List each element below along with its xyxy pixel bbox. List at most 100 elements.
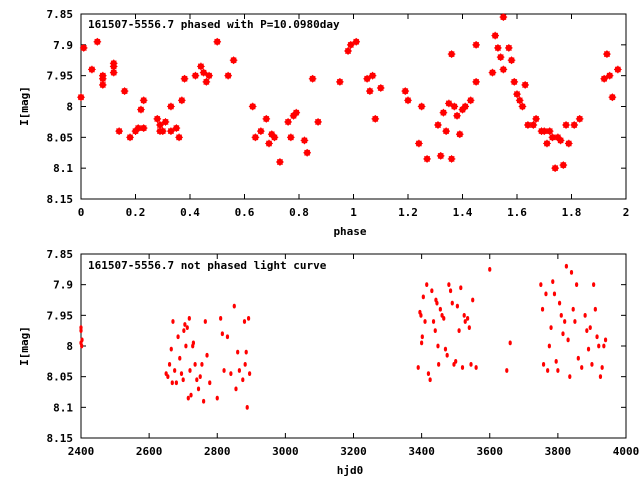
bottom-data-point: [508, 340, 512, 346]
bottom-data-point: [598, 374, 603, 380]
top-x-tick-label: 1.4: [453, 206, 473, 219]
bottom-data-point: [580, 365, 584, 370]
top-data-point: [423, 155, 431, 163]
bottom-x-tick-label: 3200: [340, 445, 367, 458]
bottom-ticks: 2400 2600 2800 3000 3200 3400 3600 3800 4000 7.85…: [47, 248, 640, 458]
bottom-data-point: [191, 340, 196, 346]
top-data-point: [450, 102, 459, 111]
bottom-data-point: [569, 270, 574, 275]
bottom-x-tick-label: 2600: [136, 445, 163, 458]
bottom-data-point: [539, 282, 543, 288]
bottom-data-point: [220, 331, 224, 337]
top-data-point: [532, 115, 540, 123]
bottom-data-point: [602, 343, 606, 349]
bottom-data-point: [566, 337, 570, 343]
top-data-point: [363, 74, 371, 83]
bottom-data-point: [552, 291, 557, 297]
top-data-point: [545, 127, 554, 135]
bottom-data-point: [193, 362, 197, 367]
top-data-point: [491, 31, 499, 40]
top-data-point: [496, 53, 505, 61]
bottom-data-point: [246, 316, 251, 321]
bottom-data-point: [447, 282, 451, 288]
bottom-y-tick-label: 8.1: [53, 401, 73, 414]
bottom-data-point: [488, 266, 492, 272]
top-data-point: [191, 71, 200, 80]
bottom-data-point: [455, 303, 460, 309]
top-data-point: [559, 161, 568, 169]
top-data-point: [368, 71, 377, 80]
top-data-point: [436, 152, 445, 160]
bottom-data-point: [225, 334, 230, 340]
bottom-x-tick-label: 3400: [408, 445, 435, 458]
top-data-point: [445, 99, 453, 108]
bottom-data-point: [173, 368, 177, 373]
top-data-point: [292, 108, 301, 117]
bottom-data-point: [557, 300, 562, 306]
bottom-data-point: [200, 362, 204, 367]
top-x-tick-label: 0: [78, 206, 85, 219]
bottom-data-point: [448, 288, 453, 294]
bottom-data-point: [185, 325, 189, 330]
top-data-point: [600, 74, 608, 83]
top-y-tick-label: 8.1: [53, 162, 73, 175]
bottom-data-point: [597, 343, 601, 349]
top-data-point: [308, 74, 317, 83]
bottom-data-point: [549, 325, 553, 330]
top-data-point: [257, 127, 265, 135]
top-x-tick-label: 0.2: [126, 206, 146, 219]
bottom-data-point: [442, 316, 446, 321]
bottom-data-point: [561, 331, 565, 337]
top-x-tick-label: 2: [623, 206, 630, 219]
top-data-point: [466, 96, 475, 105]
top-data-point: [439, 108, 448, 117]
top-data-point: [205, 71, 213, 80]
top-data-point: [213, 37, 222, 46]
top-data-point: [376, 84, 385, 92]
bottom-data-point: [541, 362, 546, 367]
bottom-x-tick-label: 2800: [204, 445, 231, 458]
top-y-tick-label: 7.95: [47, 70, 74, 83]
top-x-tick-label: 1.2: [398, 206, 418, 219]
top-x-tick-label: 1: [350, 206, 357, 219]
top-data-point: [99, 74, 107, 83]
top-data-point: [93, 37, 102, 46]
top-data-point: [461, 102, 470, 111]
bottom-data-point: [229, 371, 233, 376]
top-data-point: [265, 139, 273, 148]
bottom-data-point: [189, 392, 193, 398]
top-data-point: [455, 130, 464, 139]
top-data-point: [300, 136, 309, 145]
top-data-point: [575, 115, 584, 123]
top-x-tick-label: 0.8: [289, 206, 309, 219]
top-data-point: [126, 133, 134, 142]
bottom-data-point: [428, 377, 432, 383]
top-data-point: [518, 102, 527, 111]
top-data-point: [346, 41, 355, 49]
bottom-data-point: [236, 349, 240, 355]
bottom-data-point: [471, 297, 475, 303]
top-data-point: [172, 124, 181, 132]
bottom-data-point: [79, 328, 83, 334]
top-data-point: [447, 155, 456, 163]
bottom-data-point: [465, 316, 470, 321]
bottom-data-point: [463, 319, 467, 324]
top-data-point: [109, 68, 118, 77]
bottom-data-point: [443, 346, 448, 352]
bottom-y-tick-label: 7.85: [47, 248, 74, 261]
bottom-data-point: [215, 395, 219, 401]
bottom-data-point: [454, 358, 458, 364]
bottom-data-point: [219, 316, 223, 321]
top-data-point: [499, 13, 508, 21]
top-data-point: [139, 96, 148, 105]
bottom-data-point: [195, 377, 199, 383]
top-data-point: [77, 93, 85, 102]
bottom-data-point: [576, 355, 580, 361]
bottom-data-point: [188, 368, 192, 373]
top-data-point: [167, 127, 175, 135]
bottom-x-axis-label: hjd0: [337, 464, 364, 477]
top-data-point: [248, 102, 257, 111]
bottom-data-point: [457, 328, 461, 334]
phased-light-curve-panel: 0 0.2 0.4 0.6 0.8 1 1.2 1.4 1.6 1.8 2 7.85 7.9 7.95 8 8…: [18, 8, 629, 238]
top-data-point: [109, 62, 118, 71]
